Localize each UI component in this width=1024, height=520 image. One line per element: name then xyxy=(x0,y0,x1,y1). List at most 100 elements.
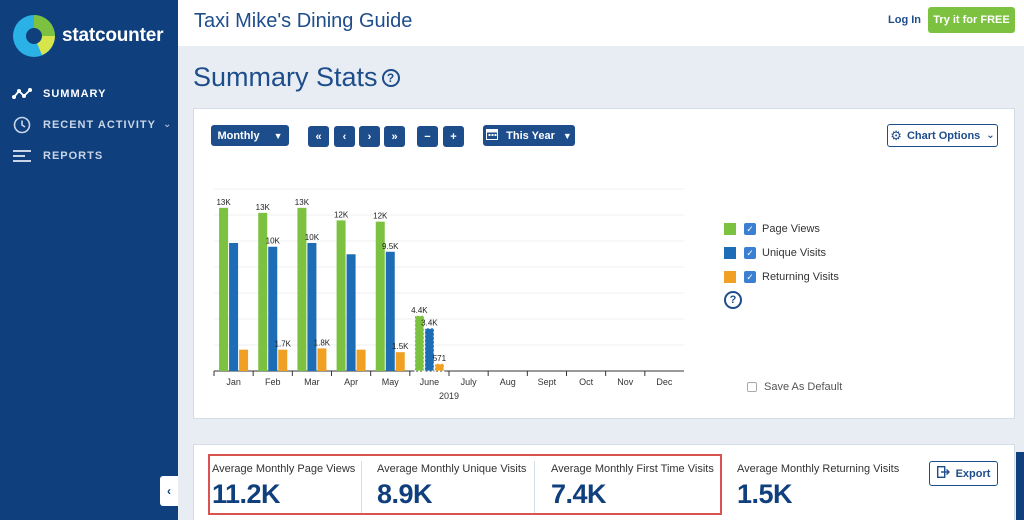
x-tick-label: Jan xyxy=(226,377,241,387)
chart-options-label: Chart Options xyxy=(906,129,981,142)
gear-icon: ⚙ xyxy=(890,127,902,143)
divider xyxy=(534,461,535,513)
sidebar-collapse-button[interactable]: ‹ xyxy=(160,476,178,506)
sidebar-item-reports[interactable]: REPORTS xyxy=(0,140,178,171)
site-title[interactable]: Taxi Mike's Dining Guide xyxy=(194,10,413,32)
x-tick-label: June xyxy=(420,377,440,387)
stat-label: Average Monthly Page Views xyxy=(212,463,356,475)
legend-label: Returning Visits xyxy=(762,271,839,283)
date-range-select[interactable]: This Year ▼ xyxy=(483,125,575,146)
legend-item-unique-visits[interactable]: ✓ Unique Visits xyxy=(724,241,839,265)
data-label: 4.4K xyxy=(411,306,428,315)
bar-returning-visits xyxy=(317,348,327,371)
data-label: 3.4K xyxy=(421,318,438,327)
stat-label: Average Monthly Unique Visits xyxy=(377,463,527,475)
help-icon[interactable]: ? xyxy=(381,68,400,87)
data-label: 13K xyxy=(256,203,271,212)
sidebar-item-label: REPORTS xyxy=(43,149,104,162)
legend-swatch xyxy=(724,271,736,283)
help-icon[interactable]: ? xyxy=(724,291,742,309)
stat-avg-unique-visits: Average Monthly Unique Visits 8.9K xyxy=(377,463,526,510)
next-period-button[interactable]: › xyxy=(359,126,380,147)
legend-label: Page Views xyxy=(762,223,820,235)
chart-legend: ✓ Page Views ✓ Unique Visits ✓ Returning… xyxy=(724,217,839,289)
stat-label: Average Monthly Returning Visits xyxy=(737,463,900,475)
minus-icon: − xyxy=(424,130,431,143)
x-tick-label: May xyxy=(382,377,400,387)
reports-list-icon xyxy=(12,146,32,166)
bar-unique-visits xyxy=(307,242,317,371)
bar-page-views xyxy=(219,207,229,371)
bar-returning-visits xyxy=(434,363,445,372)
save-as-default-label: Save As Default xyxy=(764,381,843,393)
page-title-text: Summary Stats xyxy=(193,62,378,92)
legend-item-returning-visits[interactable]: ✓ Returning Visits xyxy=(724,265,839,289)
logo[interactable]: statcounter xyxy=(12,14,163,58)
summary-stats-card: Average Monthly Page Views 11.2K Average… xyxy=(193,444,1015,520)
scroll-indicator[interactable] xyxy=(1016,452,1024,520)
login-link[interactable]: Log In xyxy=(888,14,921,26)
sidebar-item-label: RECENT ACTIVITY xyxy=(43,118,156,131)
bar-page-views xyxy=(258,212,268,371)
first-period-button[interactable]: « xyxy=(308,126,329,147)
x-tick-label: Dec xyxy=(656,377,673,387)
data-label: 13K xyxy=(295,198,310,207)
x-tick-label: Apr xyxy=(344,377,358,387)
save-as-default-checkbox[interactable]: Save As Default xyxy=(747,381,842,393)
double-chevron-left-icon: « xyxy=(315,130,322,143)
stat-avg-page-views: Average Monthly Page Views 11.2K xyxy=(212,463,355,510)
data-label: 13K xyxy=(216,198,231,207)
legend-label: Unique Visits xyxy=(762,247,826,259)
stat-label: Average Monthly First Time Visits xyxy=(551,463,714,475)
chevron-down-icon: ▼ xyxy=(562,130,572,141)
zoom-out-button[interactable]: − xyxy=(417,126,438,147)
calendar-icon xyxy=(486,128,499,143)
summary-graph-icon xyxy=(12,84,32,104)
clock-icon xyxy=(12,115,32,135)
bar-returning-visits xyxy=(395,352,405,371)
stat-value: 1.5K xyxy=(737,479,793,509)
try-free-button[interactable]: Try it for FREE xyxy=(928,7,1015,33)
plus-icon: + xyxy=(450,130,457,143)
bar-page-views xyxy=(414,315,425,372)
chevron-down-icon: ⌄ xyxy=(163,119,172,130)
legend-item-page-views[interactable]: ✓ Page Views xyxy=(724,217,839,241)
bar-page-views xyxy=(375,221,385,371)
checkbox-checked-icon[interactable]: ✓ xyxy=(744,223,756,235)
checkbox-checked-icon[interactable]: ✓ xyxy=(744,271,756,283)
checkbox-checked-icon[interactable]: ✓ xyxy=(744,247,756,259)
sidebar-item-recent-activity[interactable]: RECENT ACTIVITY ⌄ xyxy=(0,109,178,140)
last-period-button[interactable]: » xyxy=(384,126,405,147)
checkbox-unchecked-icon[interactable] xyxy=(747,382,757,392)
period-select[interactable]: Monthly ▼ xyxy=(211,125,289,146)
stat-avg-first-time-visits: Average Monthly First Time Visits 7.4K xyxy=(551,463,714,510)
bar-unique-visits xyxy=(229,242,239,371)
previous-period-button[interactable]: ‹ xyxy=(334,126,355,147)
chevron-down-icon: ⌄ xyxy=(986,130,995,141)
chevron-left-icon: ‹ xyxy=(342,130,347,143)
sidebar-item-summary[interactable]: SUMMARY xyxy=(0,78,178,109)
data-label: 9.5K xyxy=(382,242,399,251)
x-tick-label: Mar xyxy=(304,377,320,387)
double-chevron-right-icon: » xyxy=(391,130,398,143)
zoom-in-button[interactable]: + xyxy=(443,126,464,147)
chart-options-button[interactable]: ⚙ Chart Options ⌄ xyxy=(887,124,998,147)
highlight-box xyxy=(208,454,722,515)
statcounter-logo-icon xyxy=(12,14,56,58)
bar-returning-visits xyxy=(356,349,366,371)
stat-value: 11.2K xyxy=(212,479,281,509)
chevron-right-icon: › xyxy=(367,130,372,143)
data-label: 1.5K xyxy=(392,342,409,351)
bar-unique-visits xyxy=(268,246,278,371)
stat-avg-returning-visits: Average Monthly Returning Visits 1.5K xyxy=(737,463,899,510)
divider xyxy=(361,461,362,513)
export-label: Export xyxy=(955,467,991,480)
page-title: Summary Stats ? xyxy=(193,62,400,93)
bar-unique-visits xyxy=(346,254,356,371)
bar-unique-visits xyxy=(385,251,395,371)
export-button[interactable]: Export xyxy=(929,461,998,486)
x-tick-label: Nov xyxy=(617,377,634,387)
date-range-value: This Year xyxy=(506,129,555,142)
top-header: Taxi Mike's Dining Guide Log In Try it f… xyxy=(178,0,1024,46)
sidebar-nav: SUMMARY RECENT ACTIVITY ⌄ REPORTS xyxy=(0,78,178,171)
